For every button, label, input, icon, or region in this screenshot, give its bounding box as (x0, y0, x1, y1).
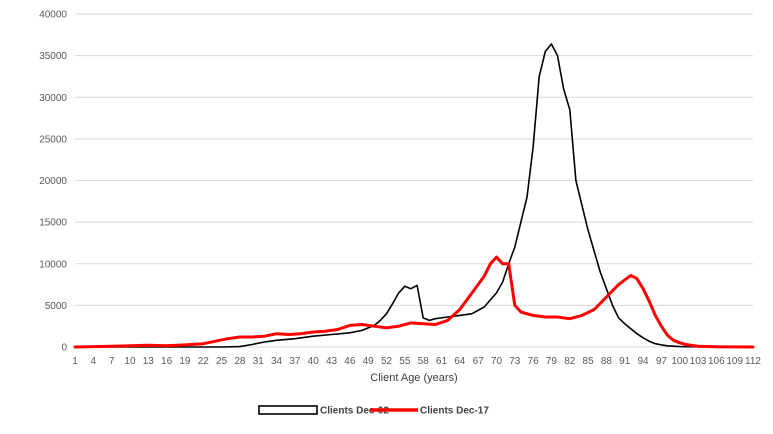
x-tick-label: 7 (109, 356, 115, 367)
x-tick-label: 91 (619, 356, 631, 367)
x-tick-label: 85 (583, 356, 595, 367)
x-tick-label: 4 (91, 356, 97, 367)
legend: Clients Dec-02 Clients Dec-17 (258, 405, 489, 417)
y-tick-label: 25000 (39, 134, 67, 145)
x-tick-label: 73 (509, 356, 521, 367)
x-tick-label: 52 (381, 356, 393, 367)
x-tick-label: 103 (690, 356, 707, 367)
x-tick-label: 43 (326, 356, 338, 367)
x-tick-label: 16 (161, 356, 173, 367)
x-tick-label: 46 (344, 356, 356, 367)
x-tick-label: 58 (418, 356, 430, 367)
y-tick-label: 35000 (39, 51, 67, 62)
x-tick-label: 109 (726, 356, 743, 367)
gridlines (75, 13, 753, 306)
x-tick-label: 37 (289, 356, 301, 367)
y-tick-label: 30000 (39, 93, 67, 104)
y-tick-label: 15000 (39, 218, 67, 229)
x-tick-label: 100 (671, 356, 688, 367)
x-tick-label: 61 (436, 356, 448, 367)
x-tick-label: 82 (564, 356, 576, 367)
x-tick-label: 97 (656, 356, 668, 367)
x-tick-label: 70 (491, 356, 503, 367)
y-tick-label: 20000 (39, 176, 67, 187)
x-tick-label: 112 (745, 356, 761, 367)
x-axis: 1 4 7 10 13 16 19 22 25 28 31 34 37 40 43 46 49 52 55 58 61 6… (72, 356, 761, 367)
x-tick-label: 49 (363, 356, 375, 367)
series (73, 43, 755, 349)
x-tick-label: 1 (72, 356, 78, 367)
y-tick-label: 40000 (39, 10, 67, 21)
legend-label: Clients Dec-17 (420, 406, 489, 417)
x-tick-label: 13 (143, 356, 155, 367)
x-tick-label: 40 (308, 356, 320, 367)
x-tick-label: 94 (637, 356, 649, 367)
series-line-1 (74, 43, 754, 348)
x-tick-label: 106 (708, 356, 725, 367)
series-line-2 (73, 255, 755, 349)
y-tick-label: 5000 (45, 301, 68, 312)
y-tick-label: 0 (61, 343, 67, 354)
legend-swatch (258, 405, 318, 415)
x-axis-title: Client Age (years) (370, 372, 457, 384)
x-tick-label: 19 (179, 356, 191, 367)
x-tick-label: 79 (546, 356, 558, 367)
x-tick-label: 10 (124, 356, 136, 367)
x-tick-label: 55 (399, 356, 411, 367)
x-tick-label: 22 (198, 356, 210, 367)
x-tick-label: 28 (234, 356, 246, 367)
x-tick-label: 76 (528, 356, 540, 367)
legend-label: Clients Dec-02 (320, 406, 389, 417)
x-tick-label: 25 (216, 356, 228, 367)
x-tick-label: 88 (601, 356, 613, 367)
x-tick-label: 34 (271, 356, 283, 367)
x-tick-label: 67 (473, 356, 485, 367)
y-axis: 0 5000 10000 15000 20000 25000 30000 35000 40000 (39, 10, 67, 354)
x-tick-label: 64 (454, 356, 466, 367)
y-tick-label: 10000 (39, 259, 67, 270)
x-tick-label: 31 (253, 356, 265, 367)
